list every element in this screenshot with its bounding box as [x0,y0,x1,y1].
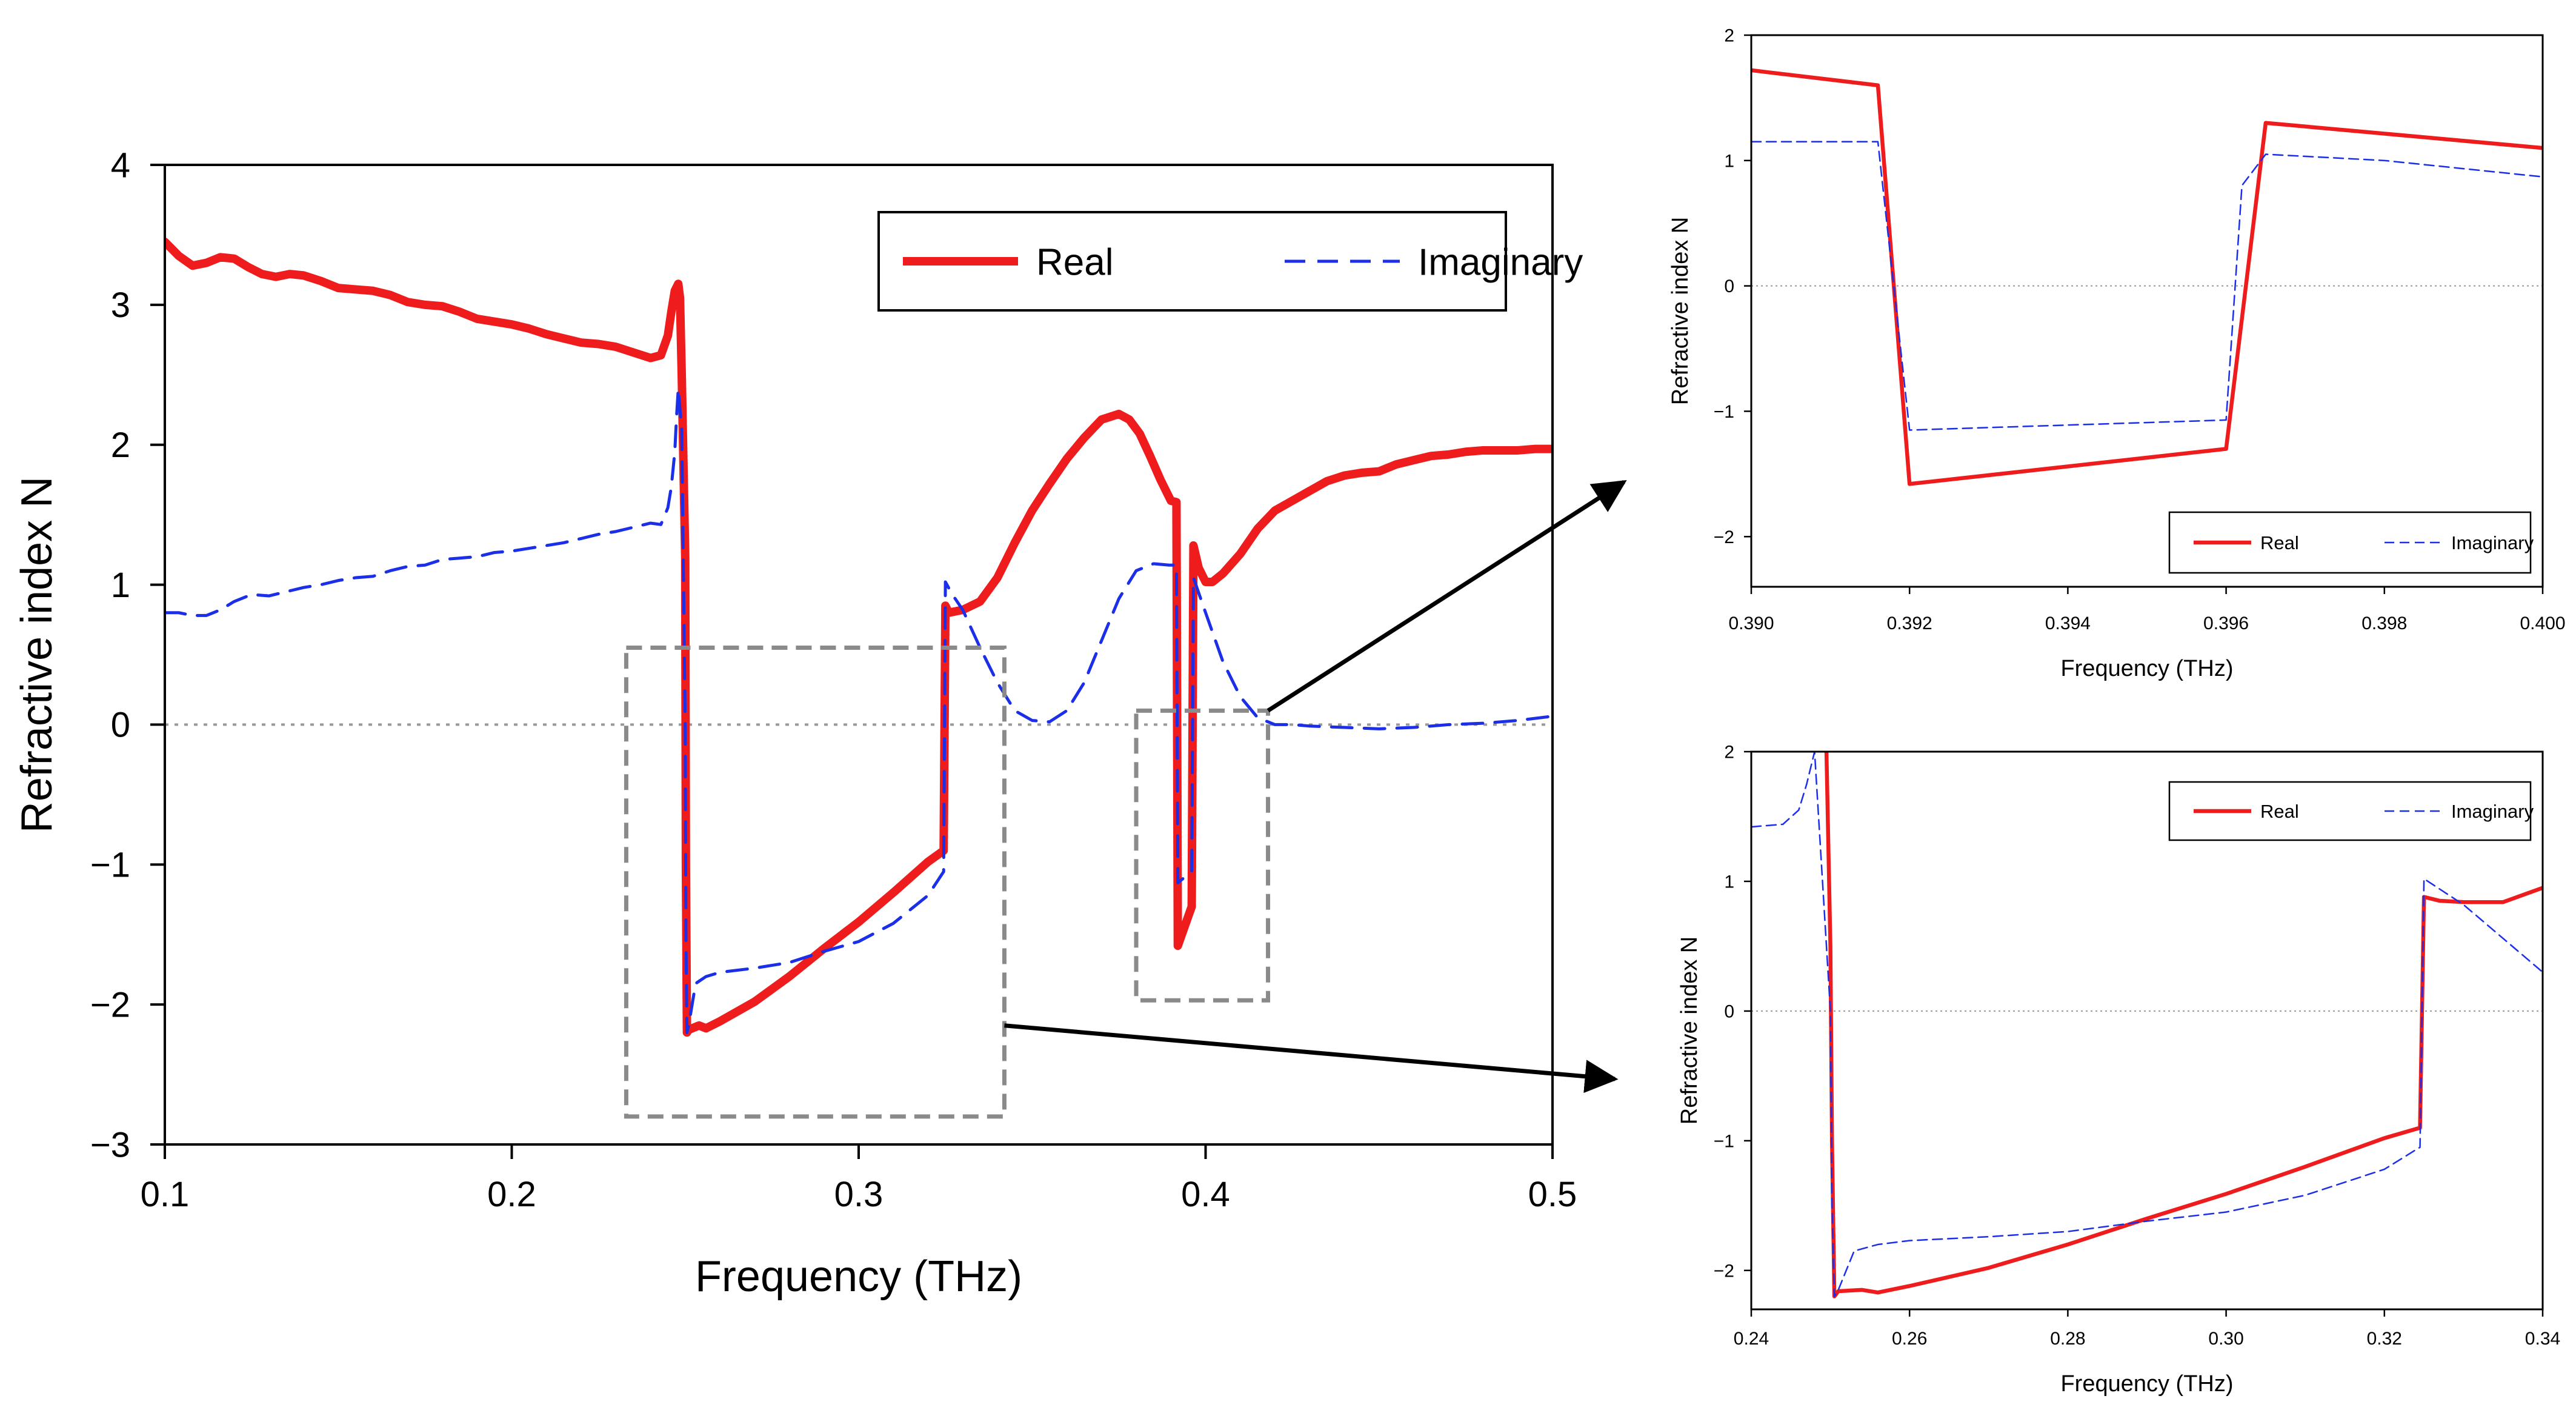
x-tick-label: 0.24 [1734,1329,1769,1349]
x-axis-label: Frequency (THz) [2060,656,2233,681]
x-tick-label: 0.3 [834,1175,884,1214]
series-group [1751,68,2543,486]
x-axis-label: Frequency (THz) [2060,1371,2233,1397]
y-tick-label: 0 [1724,276,1734,296]
x-tick-label: 0.30 [2208,1329,2243,1349]
arrow-to-inset-bottom [1004,1023,1619,1094]
y-tick-label: −1 [1714,1131,1734,1151]
y-tick-label: 4 [111,145,130,185]
series-group [1751,752,2543,1298]
y-tick-label: 1 [1724,151,1734,171]
main-chart: 0.1 0.2 0.3 0.4 0.5 −3 −2 −1 0 1 2 3 4 Frequency (THz… [13,145,1583,1301]
y-tick-label: 2 [1724,26,1734,46]
y-tick-label: −2 [90,985,130,1024]
series-group [165,237,1553,1037]
y-tick-label: 0 [111,706,130,745]
x-tick-label: 0.390 [1728,613,1774,633]
x-tick-label: 0.4 [1181,1175,1230,1214]
inset-chart-top: 0.390 0.392 0.394 0.396 0.398 0.400 −2 −1 0 1 2 Fre… [1668,26,2566,682]
y-tick-label: −1 [90,846,130,885]
y-tick-label: −3 [90,1125,130,1164]
y-tick-label: 0 [1724,1001,1734,1021]
plot-frame [1750,750,2544,1311]
zoom-annotations [624,480,1627,1119]
x-tick-label: 0.2 [487,1175,536,1214]
legend-label-real: Real [2260,532,2299,553]
y-tick-label: 2 [1724,743,1734,763]
zoom-box-upper [1134,708,1271,1003]
arrow-to-inset-top [1266,480,1627,713]
legend-label-real: Real [1036,241,1114,283]
legend-label-imaginary: Imaginary [2451,532,2534,553]
legend: Real Imaginary [2168,511,2534,574]
x-tick-label: 0.400 [2520,613,2565,633]
y-tick-label: −2 [1714,1261,1734,1281]
x-tick-label: 0.26 [1892,1329,1927,1349]
y-tick-label: −1 [1714,402,1734,422]
x-tick-label: 0.1 [141,1175,190,1214]
y-tick-label: 1 [111,566,130,605]
imaginary-series-line [165,387,1553,1034]
legend-label-imaginary: Imaginary [2451,801,2534,822]
real-series-line [1751,68,2543,486]
y-tick-label: 1 [1724,872,1734,892]
imaginary-series-line [1751,752,2543,1297]
x-tick-label: 0.392 [1887,613,1932,633]
x-tick-label: 0.5 [1528,1175,1577,1214]
x-tick-label: 0.394 [2045,613,2091,633]
legend-label-imaginary: Imaginary [1418,241,1583,283]
y-tick-label: 2 [111,426,130,465]
legend-label-real: Real [2260,801,2299,822]
x-tick-label: 0.398 [2361,613,2407,633]
plot-frame [164,164,1554,1146]
legend: Real Imaginary [877,211,1583,312]
y-axis-label: Refractive index N [1668,217,1693,405]
inset-chart-bottom: 0.24 0.26 0.28 0.30 0.32 0.34 −2 −1 0 1 2 Frequency… [1677,743,2560,1397]
y-tick-label: 3 [111,286,130,325]
y-axis-label: Refractive index N [13,476,61,833]
legend: Real Imaginary [2168,781,2534,841]
x-tick-label: 0.34 [2525,1329,2560,1349]
real-series-line [165,237,1553,1037]
y-axis-label: Refractive index N [1677,937,1702,1124]
zoom-box-lower [624,645,1007,1119]
x-axis-label: Frequency (THz) [695,1252,1022,1301]
imaginary-series-line [1751,141,2543,431]
y-tick-label: −2 [1714,527,1734,547]
plot-frame [1750,34,2544,588]
x-tick-label: 0.396 [2203,613,2249,633]
x-tick-label: 0.28 [2050,1329,2085,1349]
x-tick-label: 0.32 [2367,1329,2402,1349]
